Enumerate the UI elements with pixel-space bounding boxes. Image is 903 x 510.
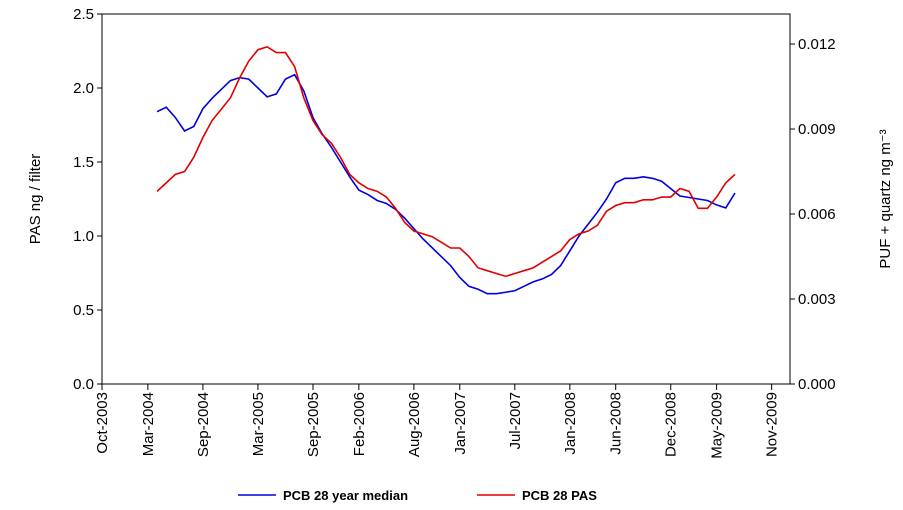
series-line [156,73,736,295]
series-line [156,45,736,278]
x-tick-label: Jun-2008 [608,392,625,455]
y-tick-label: 0.5 [73,302,94,319]
x-tick-label: Sep-2004 [195,392,212,457]
x-tick-label: Mar-2004 [140,392,157,456]
x-tick-label: Nov-2009 [764,392,781,457]
y-tick-label: 0.0 [73,376,94,393]
y-axis-label: PAS ng / filter [27,154,44,245]
x-tick-label: Dec-2008 [663,392,680,457]
legend-label: PCB 28 PAS [522,488,597,503]
y-tick-label: 1.5 [73,154,94,171]
plot-frame [101,13,791,385]
y2-tick-label: 0.012 [798,36,836,53]
x-tick-label: Aug-2006 [406,392,423,457]
x-tick-label: Mar-2005 [250,392,267,456]
x-tick-label: Jan-2007 [452,392,469,455]
y2-tick-label: 0.009 [798,121,836,138]
x-tick-label: Oct-2003 [94,392,111,454]
y-tick-label: 2.5 [73,6,94,23]
y2-tick-label: 0.006 [798,206,836,223]
y2-axis-label: PUF + quartz ng m⁻³ [877,129,894,268]
x-tick-label: Jul-2007 [507,392,524,450]
x-tick-label: May-2009 [709,392,726,459]
x-tick-label: Feb-2006 [351,392,368,456]
legend-label: PCB 28 year median [283,488,408,503]
y2-tick-label: 0.000 [798,376,836,393]
x-tick-label: Jan-2008 [562,392,579,455]
y-tick-label: 1.0 [73,228,94,245]
y-tick-label: 2.0 [73,80,94,97]
y2-tick-label: 0.003 [798,291,836,308]
x-tick-label: Sep-2005 [305,392,322,457]
